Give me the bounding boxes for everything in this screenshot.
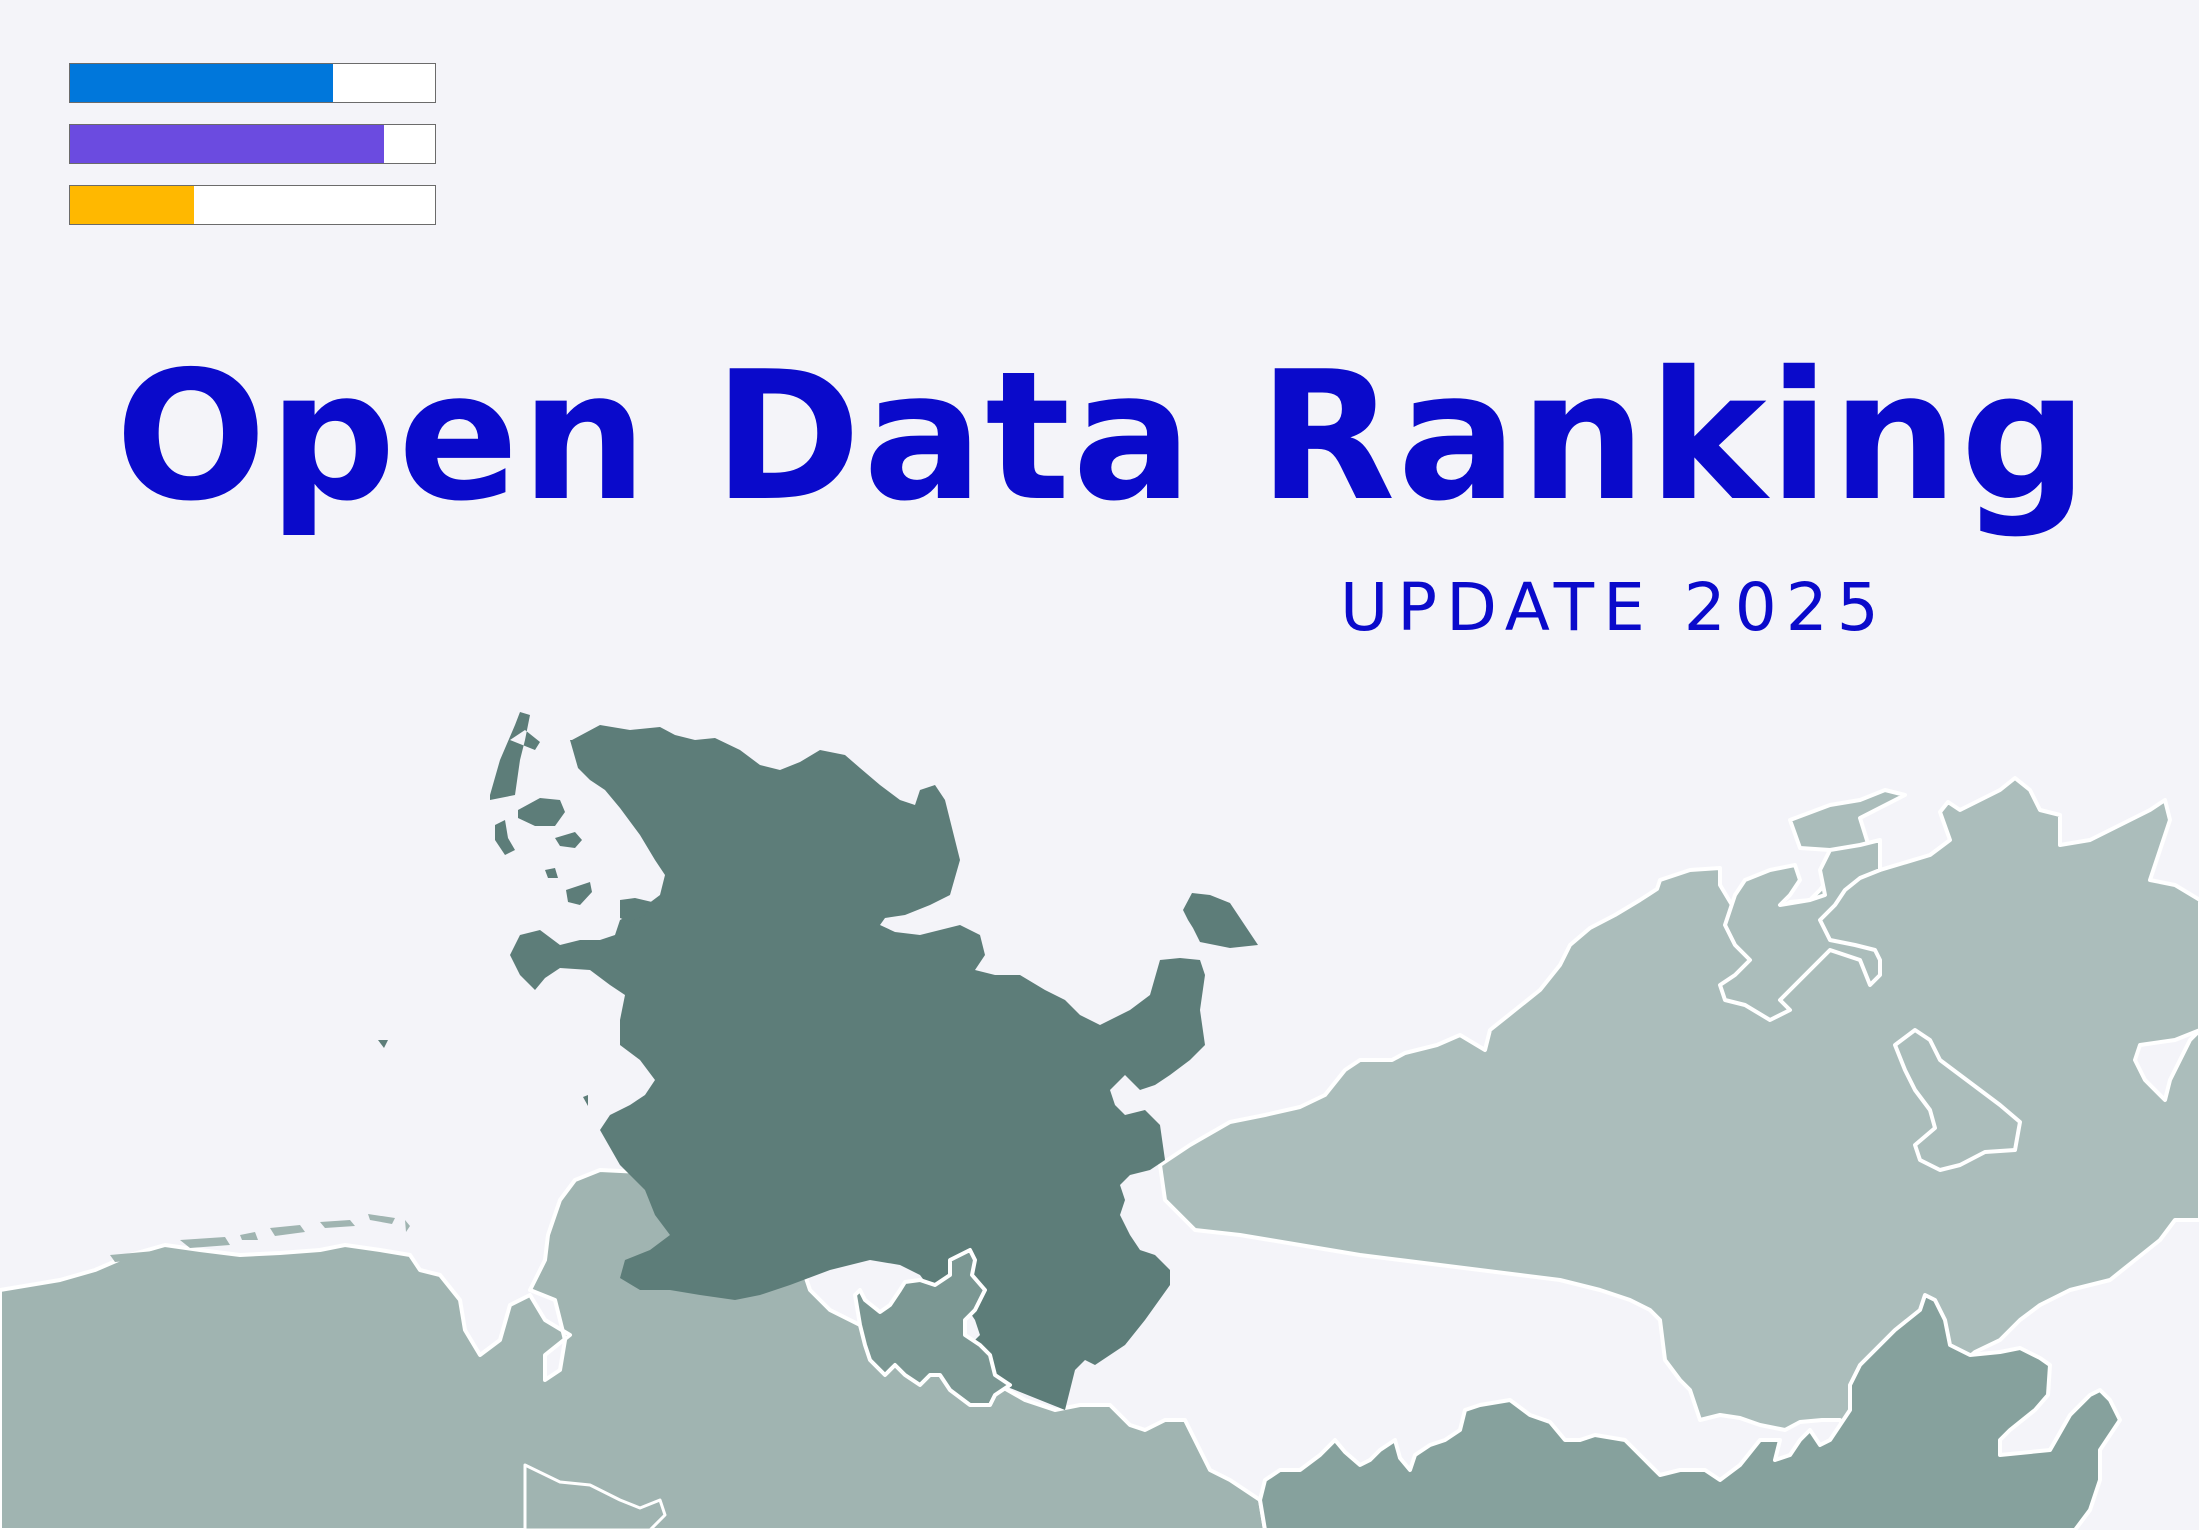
island-east-frisian-1 — [52, 1280, 90, 1300]
island-fehmarn — [1183, 893, 1258, 948]
island-helgoland — [378, 1040, 388, 1048]
island-east-frisian-7 — [368, 1214, 395, 1224]
island-halligen — [545, 868, 592, 905]
region-ruegen — [1718, 838, 1882, 1022]
progress-bar-blue-fill — [70, 64, 333, 102]
island-pellworm — [555, 832, 582, 848]
progress-bar-yellow — [69, 185, 436, 225]
region-bremen — [523, 1463, 667, 1530]
progress-bar-yellow-fill — [70, 186, 195, 224]
island-sylt — [490, 712, 540, 800]
region-brandenburg — [1258, 1293, 2122, 1530]
island-foehr — [518, 798, 565, 826]
island-east-frisian-2 — [110, 1250, 165, 1262]
island-east-frisian-6 — [320, 1220, 355, 1228]
island-amrum — [495, 820, 515, 855]
region-niedersachsen — [0, 1168, 1267, 1530]
progress-bar-purple — [69, 124, 436, 164]
island-east-frisian-5 — [270, 1225, 305, 1236]
island-east-frisian-4 — [240, 1232, 258, 1240]
region-usedom — [1893, 1028, 2022, 1172]
progress-bar-purple-fill — [70, 125, 384, 163]
page-title: Open Data Ranking — [115, 333, 2090, 540]
page-subtitle: UPDATE 2025 — [1340, 569, 1888, 646]
region-mecklenburg-vorpommern — [1158, 776, 2199, 1442]
island-east-frisian-3 — [180, 1237, 230, 1248]
island-small-1 — [583, 1095, 588, 1106]
region-hamburg — [853, 1248, 1012, 1407]
progress-bars-legend — [69, 63, 436, 246]
island-nordstrand — [620, 898, 652, 922]
region-schleswig-holstein — [510, 725, 1205, 1410]
island-east-frisian-8 — [405, 1220, 410, 1232]
progress-bar-blue — [69, 63, 436, 103]
